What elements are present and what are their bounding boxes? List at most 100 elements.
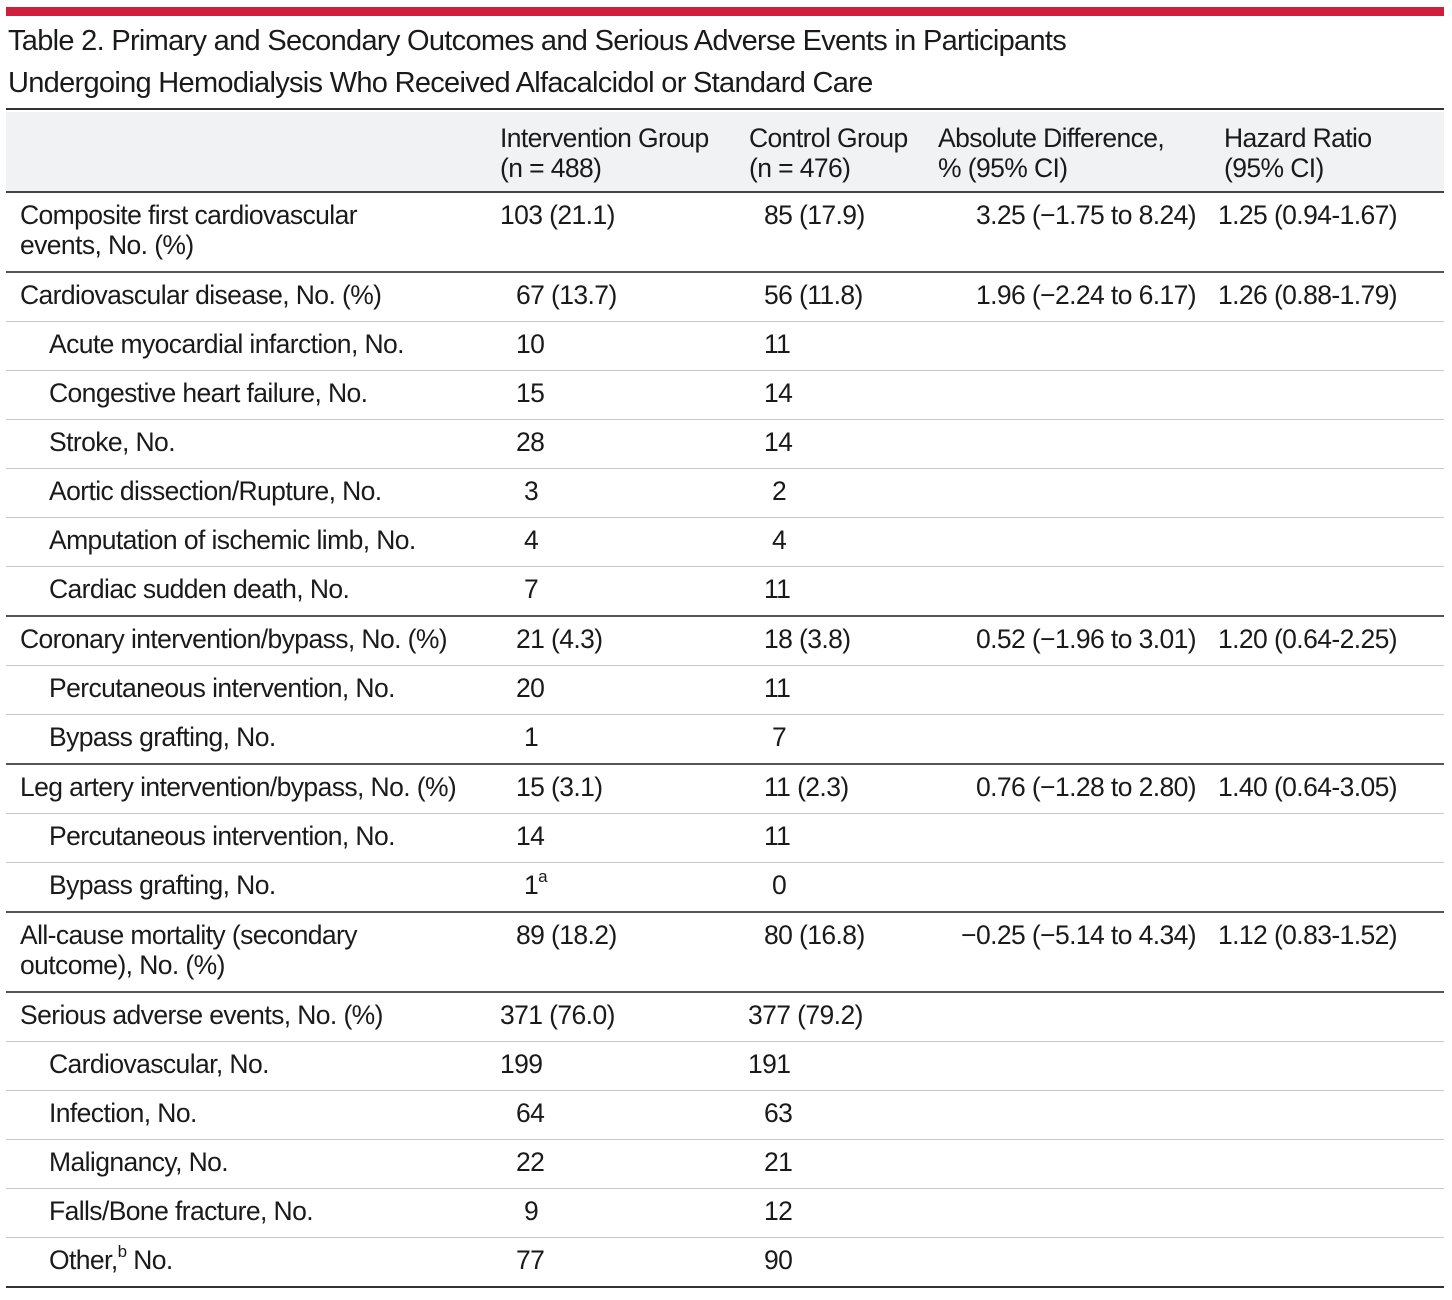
hazard-ratio-value bbox=[1218, 714, 1444, 765]
intervention-value: 20 bbox=[492, 665, 742, 715]
control-value: 85 (17.9) bbox=[742, 192, 932, 273]
intervention-value-text: 1 bbox=[524, 870, 539, 900]
header-intervention-n: (n = 488) bbox=[500, 153, 602, 183]
intervention-value: 1a bbox=[492, 862, 742, 913]
hazard-ratio-value: 1.25 (0.94-1.67) bbox=[1218, 192, 1444, 273]
hazard-ratio-value bbox=[1218, 321, 1444, 371]
absolute-difference-value bbox=[932, 813, 1218, 863]
header-diff-ci: % (95% CI) bbox=[938, 153, 1068, 183]
intervention-value: 10 bbox=[492, 321, 742, 371]
table-row: Amputation of ischemic limb, No. 4 4 bbox=[6, 517, 1444, 567]
header-control-title: Control Group bbox=[749, 123, 908, 153]
table-row: Stroke, No. 28 14 bbox=[6, 419, 1444, 469]
row-label-line-2: outcome), No. (%) bbox=[20, 950, 225, 980]
absolute-difference-value: 1.96 (−2.24 to 6.17) bbox=[932, 272, 1218, 322]
table-row: Percutaneous intervention, No. 14 11 bbox=[6, 813, 1444, 863]
control-value: 191 bbox=[742, 1041, 932, 1091]
header-row: Intervention Group (n = 488) Control Gro… bbox=[6, 112, 1444, 193]
table-row: Composite first cardiovascular events, N… bbox=[6, 192, 1444, 273]
hazard-ratio-value bbox=[1218, 992, 1444, 1042]
intervention-value: 1 bbox=[492, 714, 742, 765]
row-label: Bypass grafting, No. bbox=[6, 862, 492, 913]
row-label: Acute myocardial infarction, No. bbox=[6, 321, 492, 371]
intervention-value: 371 (76.0) bbox=[492, 992, 742, 1042]
control-value: 11 bbox=[742, 813, 932, 863]
intervention-value: 7 bbox=[492, 566, 742, 617]
intervention-value: 3 bbox=[492, 468, 742, 518]
absolute-difference-value bbox=[932, 321, 1218, 371]
intervention-value: 15 (3.1) bbox=[492, 764, 742, 814]
control-value: 14 bbox=[742, 370, 932, 420]
control-value: 18 (3.8) bbox=[742, 616, 932, 666]
hazard-ratio-value bbox=[1218, 813, 1444, 863]
control-value: 63 bbox=[742, 1090, 932, 1140]
table-row: Congestive heart failure, No. 15 14 bbox=[6, 370, 1444, 420]
table-row: Falls/Bone fracture, No. 9 12 bbox=[6, 1188, 1444, 1238]
control-value: 0 bbox=[742, 862, 932, 913]
hazard-ratio-value bbox=[1218, 1090, 1444, 1140]
header-control-n: (n = 476) bbox=[749, 153, 851, 183]
table-row: Malignancy, No. 22 21 bbox=[6, 1139, 1444, 1189]
row-label: Amputation of ischemic limb, No. bbox=[6, 517, 492, 567]
intervention-value: 64 bbox=[492, 1090, 742, 1140]
row-label: All-cause mortality (secondary outcome),… bbox=[6, 912, 492, 993]
hazard-ratio-value: 1.40 (0.64-3.05) bbox=[1218, 764, 1444, 814]
header-intervention-title: Intervention Group bbox=[500, 123, 709, 153]
table-row: Other,b No. 77 90 bbox=[6, 1237, 1444, 1288]
table-row: All-cause mortality (secondary outcome),… bbox=[6, 912, 1444, 993]
hazard-ratio-value: 1.26 (0.88-1.79) bbox=[1218, 272, 1444, 322]
header-intervention: Intervention Group (n = 488) bbox=[492, 112, 742, 193]
hazard-ratio-value bbox=[1218, 468, 1444, 518]
row-label: Leg artery intervention/bypass, No. (%) bbox=[6, 764, 492, 814]
header-absolute-difference: Absolute Difference, % (95% CI) bbox=[932, 112, 1218, 193]
intervention-value: 4 bbox=[492, 517, 742, 567]
intervention-value: 67 (13.7) bbox=[492, 272, 742, 322]
hazard-ratio-value bbox=[1218, 566, 1444, 617]
table-row: Bypass grafting, No. 1a 0 bbox=[6, 862, 1444, 913]
control-value: 4 bbox=[742, 517, 932, 567]
row-label: Percutaneous intervention, No. bbox=[6, 665, 492, 715]
absolute-difference-value: 3.25 (−1.75 to 8.24) bbox=[932, 192, 1218, 273]
table-row: Percutaneous intervention, No. 20 11 bbox=[6, 665, 1444, 715]
table-row: Cardiovascular disease, No. (%) 67 (13.7… bbox=[6, 272, 1444, 322]
absolute-difference-value bbox=[932, 370, 1218, 420]
footnote-marker-a: a bbox=[538, 867, 547, 887]
intervention-value: 22 bbox=[492, 1139, 742, 1189]
intervention-value: 9 bbox=[492, 1188, 742, 1238]
table-row: Acute myocardial infarction, No. 10 11 bbox=[6, 321, 1444, 371]
control-value: 56 (11.8) bbox=[742, 272, 932, 322]
intervention-value: 199 bbox=[492, 1041, 742, 1091]
absolute-difference-value bbox=[932, 1090, 1218, 1140]
control-value: 11 bbox=[742, 566, 932, 617]
control-value: 80 (16.8) bbox=[742, 912, 932, 993]
control-value: 11 (2.3) bbox=[742, 764, 932, 814]
control-value: 7 bbox=[742, 714, 932, 765]
table-row: Cardiovascular, No. 199 191 bbox=[6, 1041, 1444, 1091]
row-label: Percutaneous intervention, No. bbox=[6, 813, 492, 863]
absolute-difference-value bbox=[932, 714, 1218, 765]
control-value: 21 bbox=[742, 1139, 932, 1189]
absolute-difference-value bbox=[932, 1237, 1218, 1288]
control-value: 2 bbox=[742, 468, 932, 518]
table-row: Bypass grafting, No. 1 7 bbox=[6, 714, 1444, 765]
table-row: Leg artery intervention/bypass, No. (%) … bbox=[6, 764, 1444, 814]
header-diff-title: Absolute Difference, bbox=[938, 123, 1165, 153]
table-title-line-1: Table 2. Primary and Secondary Outcomes … bbox=[8, 25, 1067, 57]
intervention-value: 89 (18.2) bbox=[492, 912, 742, 993]
hazard-ratio-value bbox=[1218, 1139, 1444, 1189]
header-hr-title: Hazard Ratio bbox=[1224, 123, 1372, 153]
header-control: Control Group (n = 476) bbox=[742, 112, 932, 193]
outcomes-table: Intervention Group (n = 488) Control Gro… bbox=[6, 112, 1444, 1288]
row-label-line-1: Composite first cardiovascular bbox=[20, 200, 358, 230]
control-value: 377 (79.2) bbox=[742, 992, 932, 1042]
absolute-difference-value bbox=[932, 468, 1218, 518]
row-label: Serious adverse events, No. (%) bbox=[6, 992, 492, 1042]
row-label: Infection, No. bbox=[6, 1090, 492, 1140]
absolute-difference-value bbox=[932, 419, 1218, 469]
row-label-line-2: events, No. (%) bbox=[20, 230, 194, 260]
row-label: Aortic dissection/Rupture, No. bbox=[6, 468, 492, 518]
absolute-difference-value bbox=[932, 665, 1218, 715]
absolute-difference-value: 0.76 (−1.28 to 2.80) bbox=[932, 764, 1218, 814]
intervention-value: 15 bbox=[492, 370, 742, 420]
control-value: 11 bbox=[742, 321, 932, 371]
